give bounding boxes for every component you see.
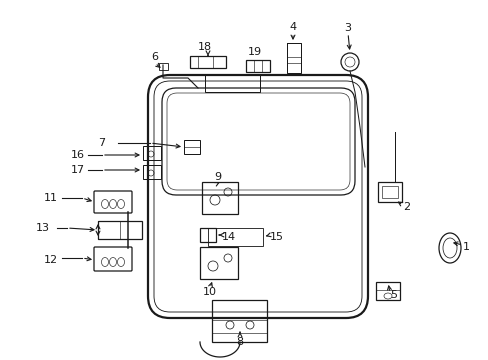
Bar [200, 247, 238, 279]
Text: 19: 19 [247, 47, 262, 57]
Text: 14: 14 [222, 232, 236, 242]
Text: 7: 7 [98, 138, 105, 148]
Text: 2: 2 [402, 202, 409, 212]
Text: 16: 16 [71, 150, 85, 160]
Bar [207, 228, 263, 246]
Text: 3: 3 [344, 23, 351, 33]
Text: 10: 10 [203, 287, 217, 297]
Bar [245, 60, 269, 72]
Text: 15: 15 [269, 232, 284, 242]
Bar [375, 282, 399, 300]
Text: 17: 17 [71, 165, 85, 175]
Bar [183, 140, 200, 154]
Bar [142, 146, 161, 160]
Bar [159, 63, 168, 70]
Text: 8: 8 [236, 337, 243, 347]
Bar [202, 182, 238, 214]
Bar [377, 182, 401, 202]
Bar [98, 221, 120, 239]
Text: 13: 13 [36, 223, 50, 233]
Bar [204, 74, 260, 92]
Text: 18: 18 [198, 42, 212, 52]
Bar [212, 300, 266, 342]
Text: 6: 6 [151, 52, 158, 62]
Bar [98, 221, 142, 239]
Bar [190, 56, 225, 68]
Bar [200, 228, 216, 242]
Text: 5: 5 [389, 290, 396, 300]
Text: 12: 12 [44, 255, 58, 265]
Bar [142, 165, 161, 179]
Bar [381, 186, 397, 198]
Text: 11: 11 [44, 193, 58, 203]
Text: 4: 4 [289, 22, 296, 32]
Text: 9: 9 [214, 172, 221, 182]
Text: 1: 1 [462, 242, 469, 252]
